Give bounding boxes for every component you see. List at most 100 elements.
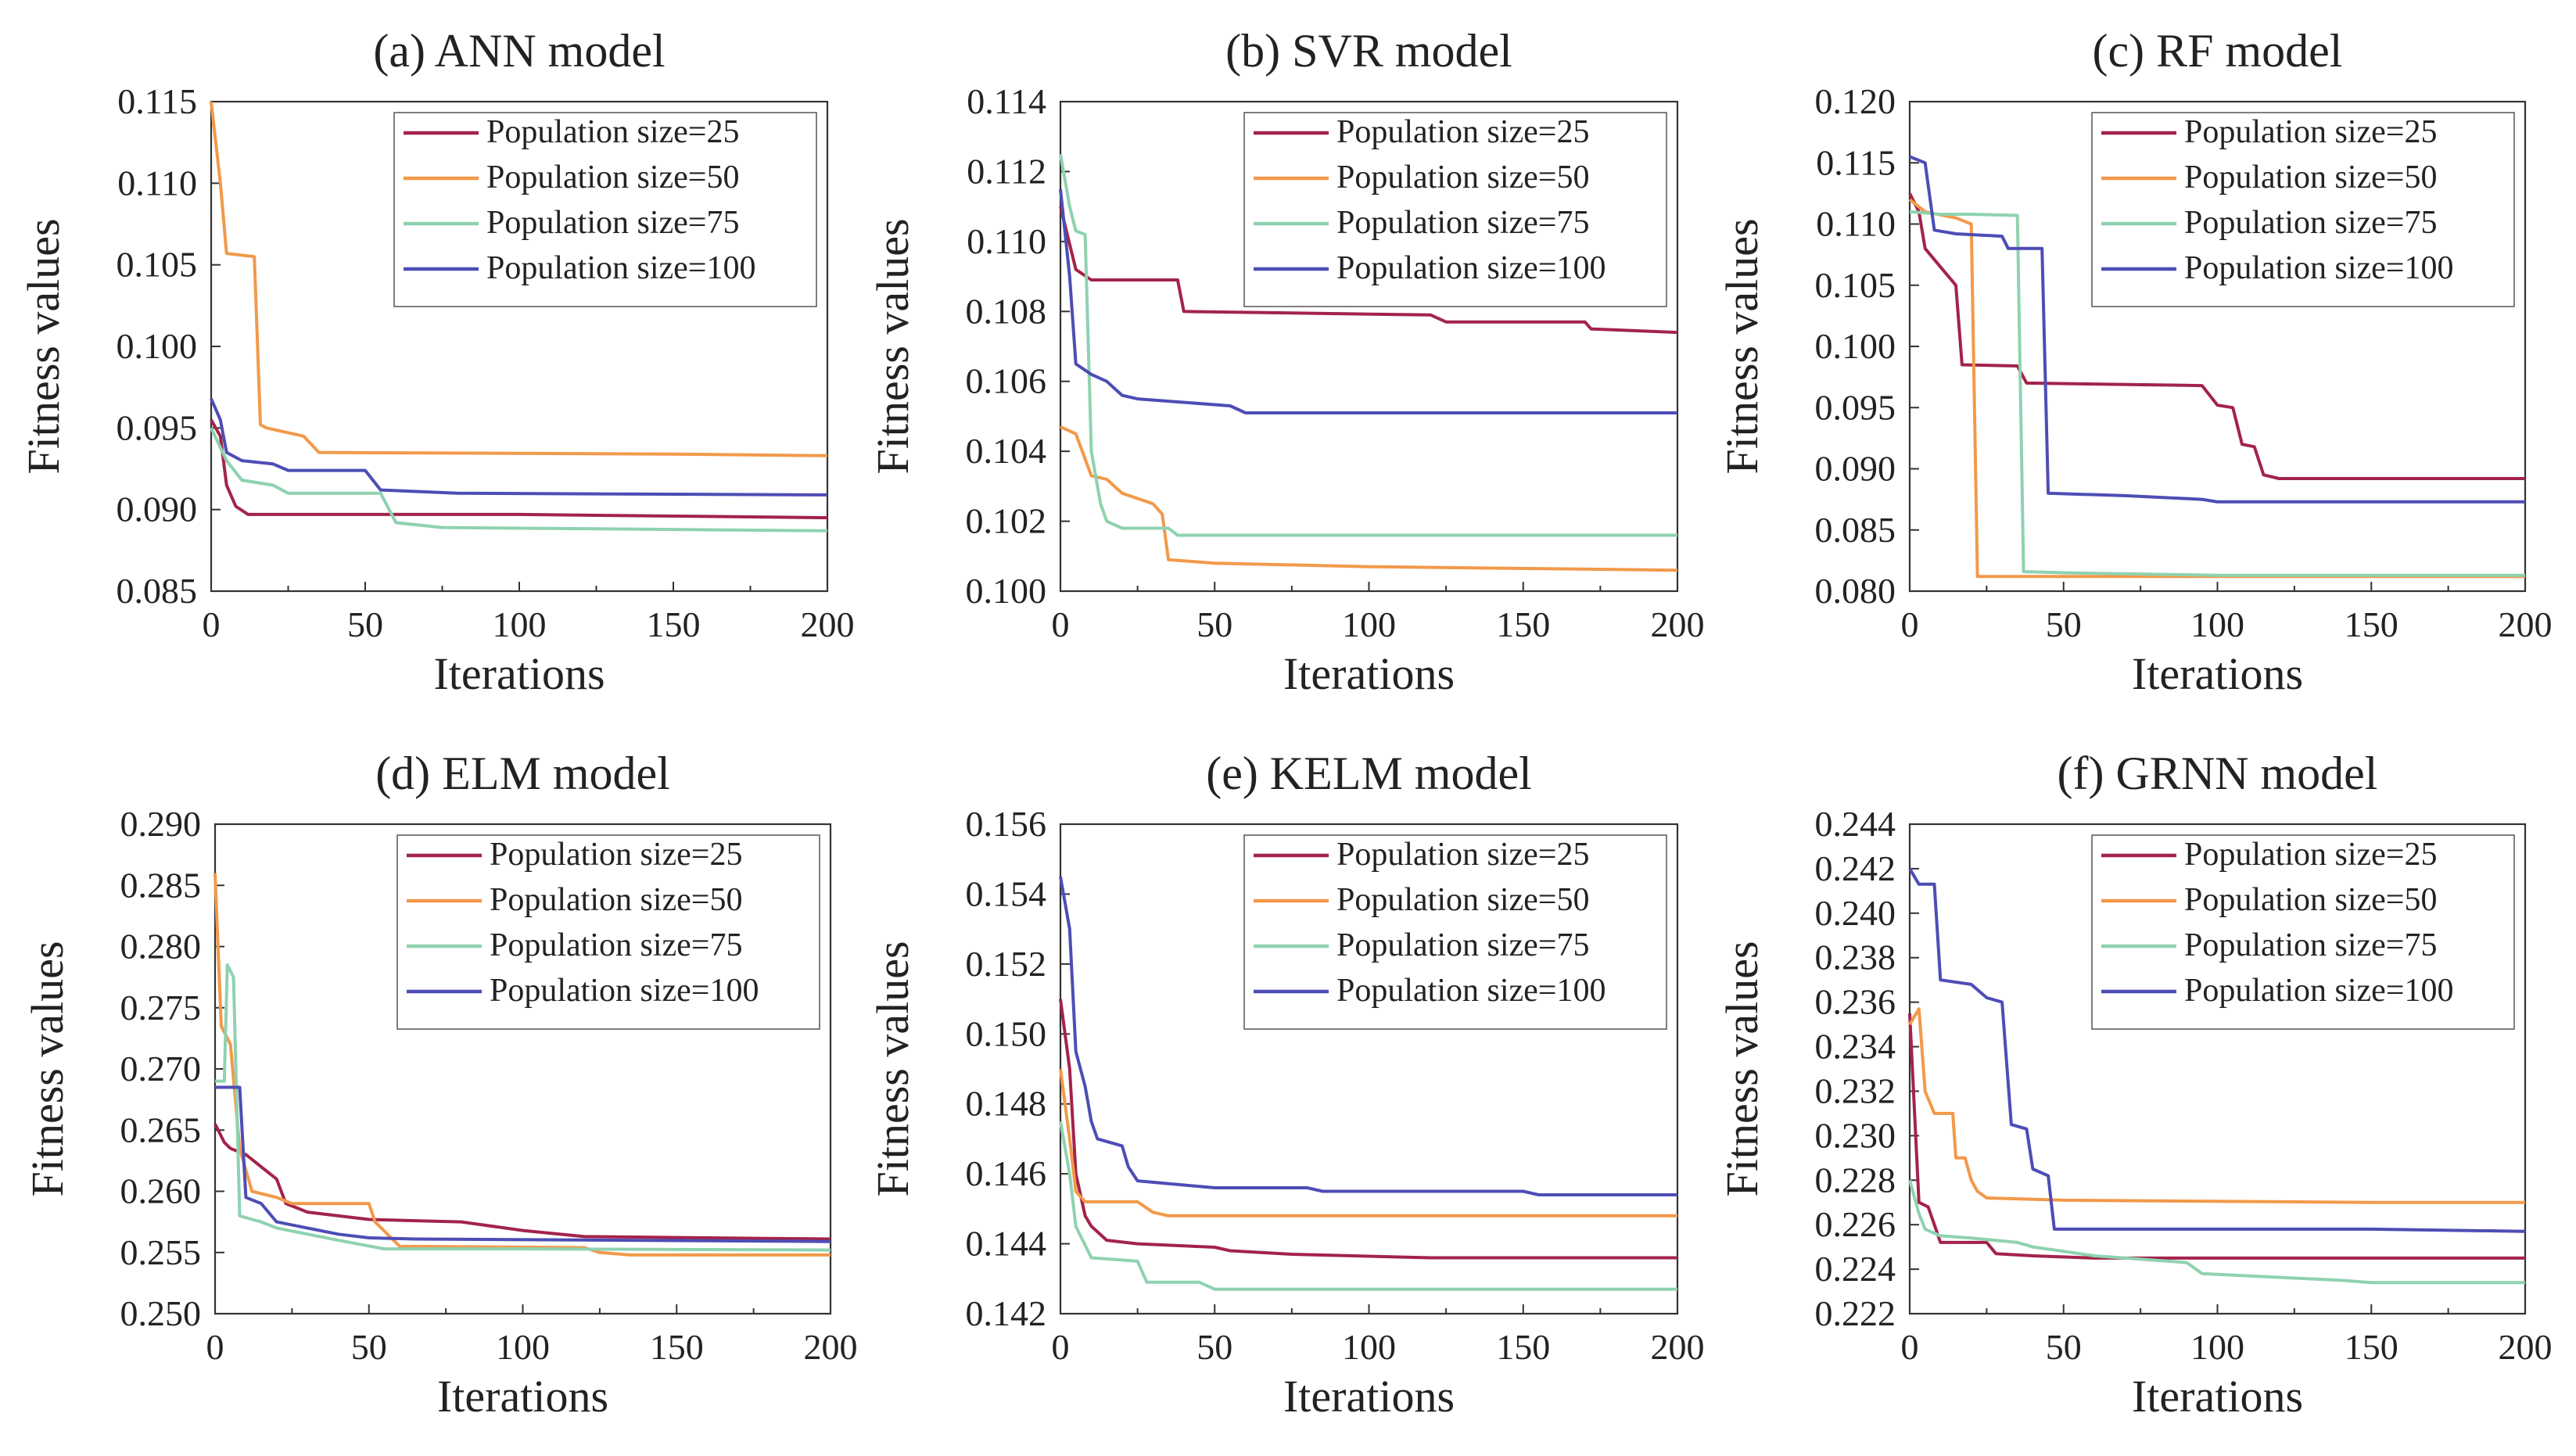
y-axis-title: Fitness values xyxy=(867,218,918,474)
y-tick-label: 0.100 xyxy=(966,571,1047,611)
series-line-3 xyxy=(215,963,831,1252)
y-tick-label: 0.106 xyxy=(966,361,1047,401)
chart-panel-e: (e) KELM model 0 50 100 150 200 0.142 0.144 0.14… xyxy=(867,748,1705,1422)
legend-label: Population size=100 xyxy=(2184,973,2454,1009)
x-tick-label: 0 xyxy=(1052,1327,1070,1367)
legend-label: Population size=50 xyxy=(490,882,743,918)
y-tick-label: 0.144 xyxy=(966,1224,1047,1264)
y-tick-label: 0.275 xyxy=(120,988,202,1027)
y-tick-label: 0.234 xyxy=(1815,1027,1896,1067)
y-tick-label: 0.280 xyxy=(120,927,202,966)
series-line-4 xyxy=(1909,155,2525,504)
x-tick-label: 50 xyxy=(2046,604,2082,644)
series-line-2 xyxy=(213,873,831,1257)
y-tick-label: 0.232 xyxy=(1815,1070,1896,1110)
x-axis-title: Iterations xyxy=(2132,1371,2303,1422)
x-tick-label: 50 xyxy=(1197,1327,1232,1367)
series-line-3 xyxy=(210,427,828,533)
x-tick-label: 0 xyxy=(1052,604,1070,644)
legend-label: Population size=25 xyxy=(490,837,743,873)
series-line-1 xyxy=(210,418,828,520)
x-axis-title: Iterations xyxy=(437,1371,608,1422)
y-tick-label: 0.114 xyxy=(967,81,1046,121)
series-line-1 xyxy=(1059,999,1677,1260)
y-tick-label: 0.242 xyxy=(1815,848,1896,888)
chart-title: (d) ELM model xyxy=(375,748,670,799)
x-tick-label: 200 xyxy=(804,1327,858,1367)
y-tick-label: 0.120 xyxy=(1815,81,1896,121)
x-tick-label: 100 xyxy=(1342,604,1396,644)
chart-panel-b: (b) SVR model 0 50 100 150 200 0.100 0.102 0.104… xyxy=(867,25,1705,699)
y-tick-label: 0.285 xyxy=(120,865,202,905)
legend-box xyxy=(2091,112,2515,307)
y-tick-label: 0.142 xyxy=(966,1293,1047,1333)
y-tick-label: 0.228 xyxy=(1815,1160,1896,1200)
legend-label: Population size=75 xyxy=(1336,927,1590,963)
x-tick-label: 200 xyxy=(2499,1327,2553,1367)
x-tick-label: 50 xyxy=(1197,604,1232,644)
y-tick-label: 0.222 xyxy=(1815,1293,1896,1333)
chart-panel-c: (c) RF model 0 50 100 150 200 0.080 0.085 0.090 0… xyxy=(1717,25,2553,699)
legend-label: Population size=50 xyxy=(1336,882,1590,918)
legend-label: Population size=100 xyxy=(490,973,759,1009)
y-tick-label: 0.226 xyxy=(1815,1204,1896,1244)
legend-label: Population size=25 xyxy=(2184,114,2438,150)
series-line-1 xyxy=(1908,1013,2525,1260)
y-tick-label: 0.110 xyxy=(117,163,197,203)
series-line-1 xyxy=(213,1123,831,1241)
series-line-4 xyxy=(1908,867,2526,1233)
x-tick-label: 150 xyxy=(1496,1327,1550,1367)
y-tick-label: 0.250 xyxy=(120,1293,202,1333)
chart-panel-d: (d) ELM model 0 50 100 150 200 0.250 0.255 0.260… xyxy=(22,748,858,1422)
x-tick-label: 200 xyxy=(801,604,855,644)
y-tick-label: 0.146 xyxy=(966,1153,1047,1193)
legend-label: Population size=75 xyxy=(2184,927,2438,963)
legend-box xyxy=(393,112,817,307)
y-axis-title: Fitness values xyxy=(867,941,918,1196)
legend-label: Population size=50 xyxy=(2184,882,2438,918)
y-axis-title: Fitness values xyxy=(1717,941,1767,1196)
x-tick-label: 100 xyxy=(2190,604,2244,644)
legend-label: Population size=75 xyxy=(490,927,743,963)
y-tick-label: 0.105 xyxy=(1815,265,1896,305)
y-tick-label: 0.240 xyxy=(1815,893,1896,933)
legend-box xyxy=(2091,834,2515,1030)
legend-label: Population size=25 xyxy=(1336,114,1590,150)
chart-title: (a) ANN model xyxy=(373,25,665,77)
y-tick-label: 0.290 xyxy=(120,804,202,844)
x-tick-label: 150 xyxy=(2345,1327,2398,1367)
y-tick-label: 0.108 xyxy=(966,291,1047,331)
x-tick-label: 0 xyxy=(203,604,221,644)
y-tick-label: 0.156 xyxy=(966,804,1047,844)
y-tick-label: 0.104 xyxy=(966,431,1047,471)
legend-label: Population size=100 xyxy=(1336,973,1606,1009)
legend-label: Population size=75 xyxy=(1336,205,1590,241)
chart-panel-a: (a) ANN model 0 50 100 150 200 0.085 0.090 0.095… xyxy=(18,25,855,699)
x-tick-label: 0 xyxy=(206,1327,224,1367)
y-tick-label: 0.236 xyxy=(1815,982,1896,1022)
x-tick-label: 200 xyxy=(1651,604,1705,644)
y-tick-label: 0.230 xyxy=(1815,1115,1896,1155)
x-axis-title: Iterations xyxy=(1283,1371,1455,1422)
x-tick-label: 0 xyxy=(1901,604,1919,644)
y-tick-label: 0.090 xyxy=(1815,449,1896,489)
legend-label: Population size=25 xyxy=(2184,837,2438,873)
x-tick-label: 100 xyxy=(493,604,547,644)
x-tick-label: 0 xyxy=(1901,1327,1919,1367)
y-tick-label: 0.080 xyxy=(1815,571,1896,611)
legend-label: Population size=50 xyxy=(1336,160,1590,195)
y-tick-label: 0.112 xyxy=(967,151,1046,191)
x-axis-title: Iterations xyxy=(433,648,605,699)
y-tick-label: 0.095 xyxy=(1815,387,1896,427)
y-tick-label: 0.110 xyxy=(1816,204,1896,244)
y-axis-title: Fitness values xyxy=(18,218,69,474)
x-tick-label: 200 xyxy=(1651,1327,1705,1367)
chart-title: (f) GRNN model xyxy=(2058,748,2378,799)
series-line-3 xyxy=(1909,210,2525,577)
series-line-4 xyxy=(1059,876,1677,1196)
series-line-2 xyxy=(1908,1007,2525,1204)
y-tick-label: 0.148 xyxy=(966,1084,1047,1124)
x-tick-label: 200 xyxy=(2499,604,2553,644)
